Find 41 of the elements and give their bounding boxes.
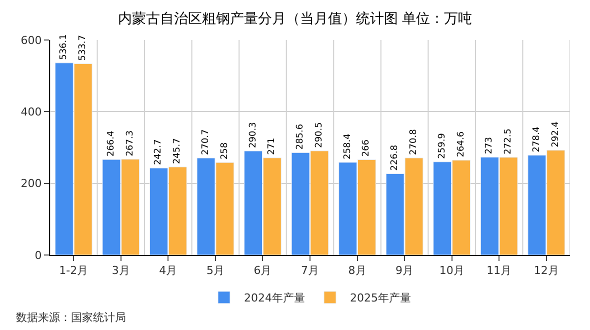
legend-label: 2025年产量 — [350, 292, 411, 305]
data-label: 285.6 — [296, 124, 306, 150]
x-tick-label: 8月 — [348, 264, 366, 278]
data-label: 292.4 — [550, 121, 561, 148]
data-label: 290.3 — [248, 122, 258, 148]
data-label: 264.6 — [456, 131, 466, 158]
legend-label: 2024年产量 — [244, 292, 305, 305]
data-label: 245.7 — [172, 138, 183, 164]
x-tick-label: 9月 — [396, 264, 414, 278]
x-tick-label: 1-2月 — [59, 264, 88, 278]
chart-title: 内蒙古自治区粗钢产量分月（当月值）统计图 单位：万吨 — [118, 11, 472, 27]
data-label: 290.5 — [314, 122, 324, 148]
data-label: 242.7 — [154, 139, 164, 166]
data-label: 272.5 — [504, 128, 514, 154]
data-label: 226.8 — [390, 144, 400, 171]
x-tick-label: 3月 — [112, 264, 130, 278]
y-tick-label: 400 — [20, 106, 42, 119]
x-tick-label: 10月 — [439, 264, 464, 278]
x-tick-label: 12月 — [534, 264, 559, 278]
y-tick-label: 0 — [34, 248, 42, 262]
y-tick-label: 600 — [20, 34, 42, 47]
data-label: 533.7 — [78, 34, 88, 61]
data-label: 273 — [484, 136, 495, 154]
data-label: 266.4 — [106, 130, 116, 157]
data-label: 270.8 — [409, 128, 419, 155]
data-label: 258 — [220, 142, 230, 160]
x-tick-label: 6月 — [254, 264, 272, 278]
data-label: 267.3 — [125, 130, 136, 156]
data-label: 259.9 — [437, 132, 448, 159]
data-label: 258.4 — [342, 133, 353, 160]
data-label: 278.4 — [532, 126, 542, 152]
data-label: 266 — [362, 139, 372, 157]
data-label: 271 — [267, 138, 278, 155]
source-note: 数据来源：国家统计局 — [16, 311, 126, 324]
data-label: 270.7 — [201, 129, 211, 155]
x-tick-label: 11月 — [486, 264, 512, 278]
x-tick-label: 5月 — [206, 264, 224, 278]
y-tick-label: 200 — [20, 177, 42, 190]
data-label: 536.1 — [59, 34, 70, 60]
x-tick-label: 4月 — [159, 264, 178, 278]
x-tick-label: 7月 — [301, 264, 319, 278]
